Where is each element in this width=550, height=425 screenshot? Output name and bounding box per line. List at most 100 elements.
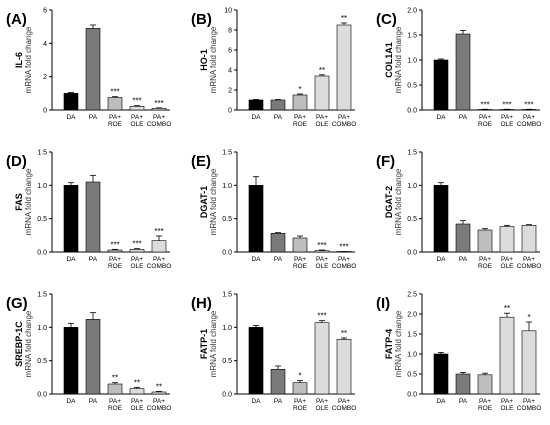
bar-pa-roe [292, 94, 308, 111]
y-tick-label: 6 [43, 8, 47, 15]
bar-pa [85, 319, 101, 395]
category-label: PA+ OLE [315, 398, 329, 412]
y-axis-label: mRNA fold change [24, 168, 33, 235]
y-tick-label: 0.5 [222, 358, 232, 365]
y-tick-label: 1.0 [407, 183, 417, 190]
y-axis-label: mRNA fold change [209, 26, 218, 93]
y-tick-label: 0.0 [407, 250, 417, 257]
significance-marker: ** [319, 66, 325, 75]
gene-label: IL-6 [14, 52, 24, 68]
panel-i: (I) FATP-4 mRNA fold change 0.0 0.5 1.0 1.5 2.0… [376, 292, 541, 413]
bar-pa-combo [336, 339, 352, 395]
category-label: PA+ COMBO [147, 256, 172, 270]
bar-pa-roe [477, 374, 493, 395]
category-label: PA+ COMBO [332, 114, 357, 128]
category-label: PA [274, 114, 283, 121]
category-label: PA+ ROE [478, 114, 493, 128]
category-label: DA [66, 398, 76, 405]
category-label: PA+ COMBO [517, 114, 542, 128]
significance-marker: *** [154, 99, 163, 108]
panel-g: (G) SREBP-1C mRNA fold change 0.0 0.5 1.0 1.5 D… [6, 292, 171, 413]
panel-c: (C) COL1A1 mRNA fold change 0.0 0.5 1.0 1.5 2.0… [376, 8, 541, 129]
category-label: DA [436, 256, 446, 263]
bar-pa-combo [521, 330, 537, 395]
category-label: PA+ ROE [478, 398, 493, 412]
category-label: PA+ OLE [500, 256, 514, 270]
panel-d: (D) FAS mRNA fold change 0.0 0.5 1.0 1.5 DA PA **… [6, 150, 171, 271]
panel-e: (E) DGAT-1 mRNA fold change 0.0 0.5 1.0 1.5 DA P… [191, 150, 356, 271]
category-label: DA [251, 256, 261, 263]
bar-da [248, 99, 264, 111]
significance-marker: *** [132, 97, 141, 106]
y-tick-label: 4 [43, 41, 47, 48]
bar-pa [455, 223, 471, 253]
panel-b: (B) HO-1 mRNA fold change 0 2 4 6 8 10 DA PA * PA+ RO… [191, 8, 356, 129]
gene-label: FATP-4 [384, 329, 394, 359]
bar-pa-roe [107, 249, 123, 253]
y-tick-label: 0 [43, 108, 47, 115]
category-label: PA+ COMBO [332, 398, 357, 412]
y-tick-label: 1.0 [37, 183, 47, 190]
y-tick-label: 1.5 [407, 33, 417, 40]
bar-pa-combo [151, 108, 167, 111]
bar-pa-combo [151, 240, 167, 253]
panel-label: (B) [191, 11, 212, 28]
y-tick-label: 2.0 [407, 312, 417, 319]
bar-pa-ole [314, 75, 330, 111]
category-label: PA [459, 256, 468, 263]
significance-marker: *** [502, 100, 511, 109]
y-tick-label: 0.0 [222, 392, 232, 399]
category-label: PA+ ROE [108, 114, 123, 128]
y-tick-label: 0 [228, 108, 232, 115]
bar-pa-ole [129, 249, 145, 253]
significance-marker: *** [317, 241, 326, 250]
bar-pa-roe [477, 229, 493, 253]
category-label: PA [89, 256, 98, 263]
gene-label: FAS [14, 193, 24, 211]
bar-pa [270, 233, 286, 253]
panel-label: (D) [6, 153, 27, 170]
bar-pa-ole [499, 226, 515, 253]
bar-pa [270, 99, 286, 111]
panel-label: (F) [376, 153, 395, 170]
y-tick-label: 1.5 [37, 292, 47, 299]
y-tick-label: 4 [228, 68, 232, 75]
y-axis-label: mRNA fold change [394, 310, 403, 377]
y-axis-label: mRNA fold change [209, 168, 218, 235]
gene-label: DGAT-2 [384, 186, 394, 218]
significance-marker: ** [156, 382, 162, 391]
y-tick-label: 1.5 [407, 150, 417, 157]
y-tick-label: 0.5 [37, 358, 47, 365]
category-label: PA+ OLE [130, 114, 144, 128]
category-label: PA+ OLE [130, 256, 144, 270]
bar-pa-roe [292, 237, 308, 253]
significance-marker: *** [317, 312, 326, 321]
category-label: PA+ ROE [478, 256, 493, 270]
y-tick-label: 0.5 [407, 216, 417, 223]
bar-da [433, 353, 449, 395]
significance-marker: ** [112, 374, 118, 383]
bar-pa-ole [129, 388, 145, 395]
bar-da [248, 185, 264, 253]
bar-da [63, 185, 79, 253]
bar-pa-roe [292, 382, 308, 395]
significance-marker: ** [134, 378, 140, 387]
panel-label: (G) [6, 295, 28, 312]
significance-marker: * [298, 85, 301, 94]
y-tick-label: 1.0 [222, 183, 232, 190]
panel-label: (I) [376, 295, 390, 312]
category-label: PA+ ROE [108, 398, 123, 412]
bar-pa [270, 369, 286, 395]
significance-marker: * [527, 313, 530, 322]
bar-da [248, 327, 264, 395]
panel-label: (H) [191, 295, 212, 312]
category-label: DA [436, 114, 446, 121]
y-tick-label: 1.0 [222, 325, 232, 332]
panel-label: (A) [6, 11, 27, 28]
y-tick-label: 1.0 [407, 352, 417, 359]
category-label: PA [274, 256, 283, 263]
category-label: PA+ ROE [293, 398, 308, 412]
bar-da [63, 93, 79, 111]
panel-h: (H) FATP-1 mRNA fold change 0.0 0.5 1.0 1.5 DA P… [191, 292, 356, 413]
